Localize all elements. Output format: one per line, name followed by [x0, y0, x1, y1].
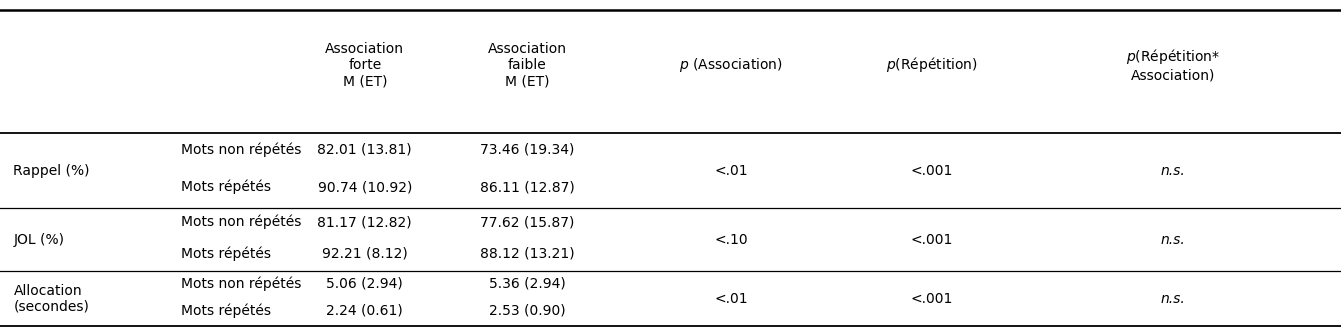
Text: Allocation
(secondes): Allocation (secondes): [13, 284, 90, 314]
Text: <.001: <.001: [911, 233, 953, 247]
Text: Mots non répétés: Mots non répétés: [181, 143, 302, 157]
Text: n.s.: n.s.: [1161, 233, 1185, 247]
Text: Rappel (%): Rappel (%): [13, 164, 90, 178]
Text: n.s.: n.s.: [1161, 164, 1185, 178]
Text: 5.36 (2.94): 5.36 (2.94): [488, 276, 566, 290]
Text: $p$ (Association): $p$ (Association): [679, 56, 783, 74]
Text: Association
faible
M (ET): Association faible M (ET): [488, 42, 566, 88]
Text: 5.06 (2.94): 5.06 (2.94): [326, 276, 404, 290]
Text: 81.17 (12.82): 81.17 (12.82): [318, 215, 412, 229]
Text: $p$(Répétition*
Association): $p$(Répétition* Association): [1126, 47, 1220, 83]
Text: <.001: <.001: [911, 164, 953, 178]
Text: 90.74 (10.92): 90.74 (10.92): [318, 180, 412, 194]
Text: 2.53 (0.90): 2.53 (0.90): [488, 304, 566, 318]
Text: <.10: <.10: [713, 233, 748, 247]
Text: Association
forte
M (ET): Association forte M (ET): [326, 42, 404, 88]
Text: JOL (%): JOL (%): [13, 233, 64, 247]
Text: n.s.: n.s.: [1161, 292, 1185, 306]
Text: Mots non répétés: Mots non répétés: [181, 276, 302, 291]
Text: Mots répétés: Mots répétés: [181, 246, 271, 261]
Text: Mots non répétés: Mots non répétés: [181, 215, 302, 229]
Text: <.01: <.01: [713, 164, 748, 178]
Text: <.01: <.01: [713, 292, 748, 306]
Text: 77.62 (15.87): 77.62 (15.87): [480, 215, 574, 229]
Text: 88.12 (13.21): 88.12 (13.21): [480, 247, 574, 261]
Text: 73.46 (19.34): 73.46 (19.34): [480, 143, 574, 157]
Text: Mots répétés: Mots répétés: [181, 304, 271, 318]
Text: <.001: <.001: [911, 292, 953, 306]
Text: 92.21 (8.12): 92.21 (8.12): [322, 247, 408, 261]
Text: 82.01 (13.81): 82.01 (13.81): [318, 143, 412, 157]
Text: $p$(Répétition): $p$(Répétition): [886, 55, 978, 75]
Text: Mots répétés: Mots répétés: [181, 180, 271, 194]
Text: 2.24 (0.61): 2.24 (0.61): [326, 304, 404, 318]
Text: 86.11 (12.87): 86.11 (12.87): [480, 180, 574, 194]
